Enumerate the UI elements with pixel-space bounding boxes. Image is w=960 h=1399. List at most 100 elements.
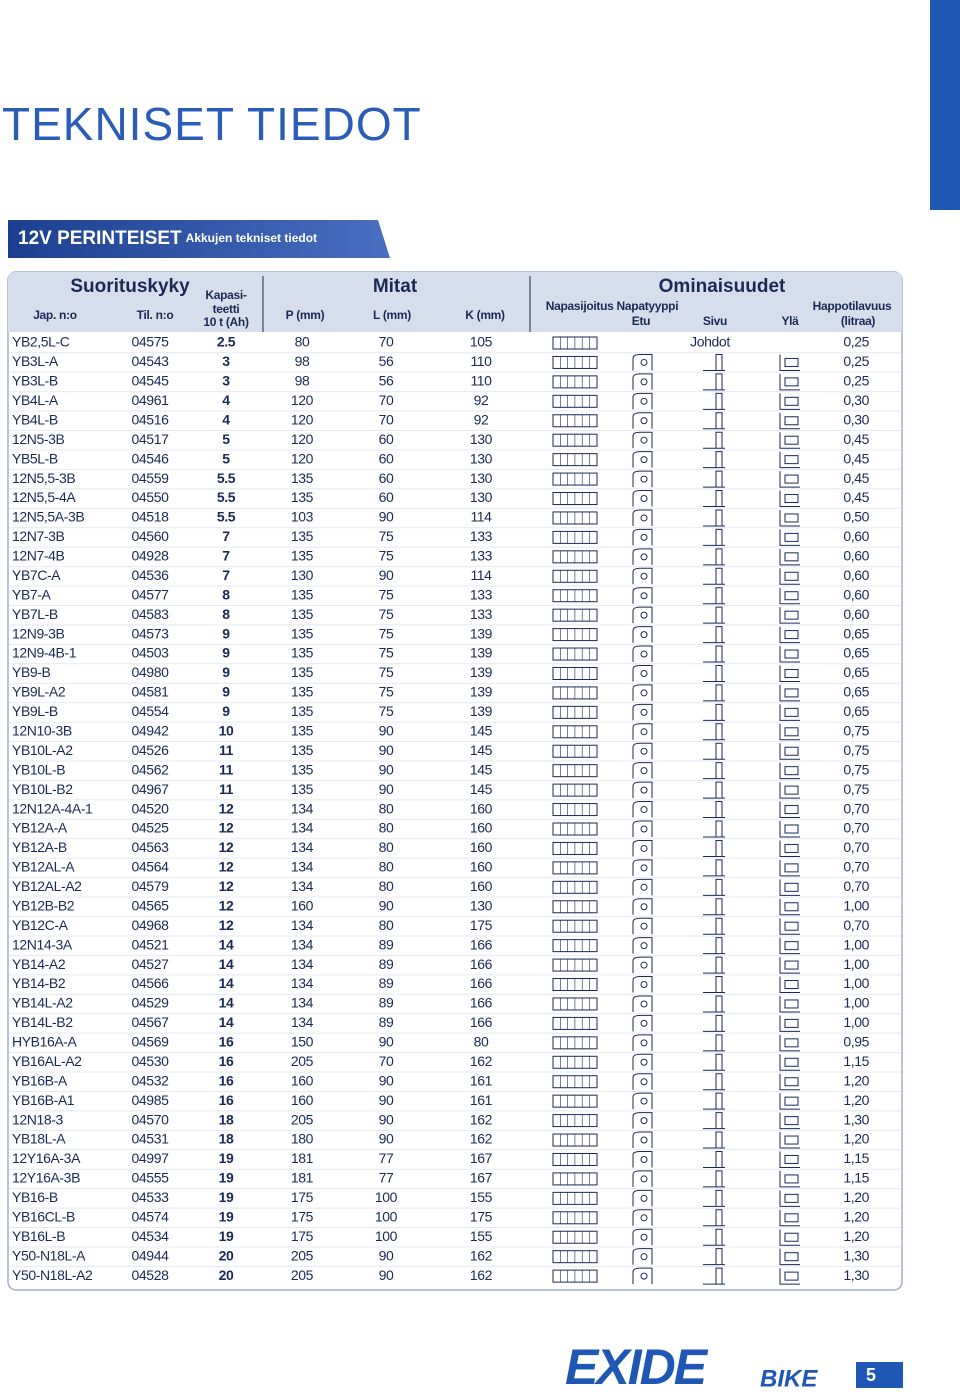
length-p: 134 — [291, 820, 314, 836]
terminal-type-front — [632, 898, 653, 915]
width-l: 80 — [379, 878, 394, 894]
length-p: 135 — [291, 703, 314, 719]
length-p: 135 — [291, 781, 314, 797]
acid-volume: 0,65 — [843, 684, 869, 700]
terminal-type-front — [640, 844, 648, 852]
terminal-type-front — [632, 1112, 653, 1129]
terminal-type-top — [779, 995, 800, 1013]
capacity: 9 — [222, 664, 230, 680]
length-p: 135 — [291, 625, 314, 641]
jap-no: YB14L-B2 — [12, 1014, 73, 1030]
capacity: 12 — [219, 800, 234, 816]
jap-no: YB10L-B — [12, 761, 65, 777]
jap-no: YB12AL-A — [12, 859, 75, 875]
width-l: 60 — [379, 489, 394, 505]
terminal-type-top — [784, 571, 799, 581]
jap-no: 12N9-4B-1 — [12, 645, 77, 661]
acid-volume: 1,20 — [843, 1189, 869, 1205]
terminal-type-top — [784, 435, 799, 445]
width-l: 70 — [379, 334, 394, 350]
terminal-type-front — [640, 456, 648, 464]
til-no: 04565 — [132, 897, 170, 913]
capacity: 16 — [219, 1053, 234, 1069]
acid-volume: 1,00 — [843, 897, 869, 913]
terminal-type-side — [703, 723, 725, 741]
terminal-type-top — [784, 610, 799, 620]
width-l: 70 — [379, 411, 394, 427]
length-p: 134 — [291, 800, 314, 816]
length-p: 134 — [291, 859, 314, 875]
terminal-type-top — [784, 863, 799, 873]
terminal-type-side — [703, 1189, 725, 1207]
length-p: 135 — [291, 586, 314, 602]
height-k: 162 — [470, 1053, 493, 1069]
height-k: 139 — [470, 703, 493, 719]
terminal-type-top — [779, 723, 800, 741]
til-no: 04562 — [132, 761, 170, 777]
acid-volume: 1,00 — [843, 956, 869, 972]
height-k: 139 — [470, 625, 493, 641]
length-p: 150 — [291, 1034, 314, 1050]
height-k: 114 — [470, 509, 492, 525]
til-no: 04521 — [132, 936, 170, 952]
til-no: 04528 — [132, 1267, 170, 1283]
terminal-type-front — [640, 669, 648, 677]
page-number-box — [856, 1362, 903, 1388]
terminal-type-front — [632, 509, 653, 526]
terminal-type-side — [703, 859, 725, 877]
til-no: 04997 — [132, 1150, 170, 1166]
jap-no: YB2,5L-C — [12, 334, 70, 350]
side-bar — [930, 0, 960, 210]
length-p: 130 — [291, 567, 314, 583]
terminal-type-front — [632, 606, 653, 624]
height-k: 155 — [470, 1228, 493, 1244]
terminal-type-side — [703, 1092, 725, 1110]
terminal-type-front — [632, 1189, 653, 1207]
terminal-type-top — [779, 976, 800, 994]
width-l: 100 — [375, 1228, 398, 1244]
width-l: 89 — [379, 936, 394, 952]
jap-no: YB12B-B2 — [12, 897, 75, 913]
capacity: 16 — [219, 1034, 234, 1050]
til-no: 04985 — [132, 1092, 170, 1108]
acid-volume: 0,70 — [843, 839, 869, 855]
terminal-type-top — [784, 1116, 799, 1126]
terminal-type-side — [703, 956, 725, 974]
til-no: 04573 — [132, 625, 170, 641]
terminal-type-front — [640, 514, 648, 522]
height-k: 166 — [470, 936, 493, 952]
terminal-type-top — [779, 840, 800, 857]
width-l: 90 — [379, 509, 394, 525]
terminal-type-top — [784, 455, 799, 465]
terminal-type-top — [784, 805, 799, 815]
acid-volume: 0,60 — [843, 567, 869, 583]
width-l: 60 — [379, 470, 394, 486]
terminal-type-top — [779, 509, 800, 527]
jap-no: YB16B-A1 — [12, 1092, 75, 1108]
terminal-type-top — [779, 354, 800, 371]
terminal-type-top — [779, 432, 800, 449]
capacity: 20 — [219, 1267, 234, 1283]
terminal-type-front — [632, 859, 653, 876]
terminal-type-side — [703, 664, 725, 682]
length-p: 103 — [291, 509, 314, 525]
height-k: 162 — [470, 1247, 493, 1263]
length-p: 135 — [291, 548, 314, 564]
width-l: 90 — [379, 1034, 394, 1050]
terminal-type-top — [779, 373, 800, 391]
terminal-type-side — [703, 470, 725, 488]
til-no: 04577 — [132, 586, 170, 602]
terminal-type-top — [779, 451, 800, 469]
length-p: 135 — [291, 684, 314, 700]
height-k: 80 — [474, 1034, 489, 1050]
til-no: 04529 — [132, 995, 170, 1011]
terminal-type-top — [779, 490, 800, 508]
acid-volume: 0,25 — [843, 334, 869, 350]
height-k: 130 — [470, 450, 493, 466]
height-k: 160 — [470, 878, 493, 894]
width-l: 80 — [379, 859, 394, 875]
terminal-type-side — [703, 509, 725, 527]
length-p: 134 — [291, 878, 314, 894]
terminal-type-top — [784, 746, 799, 756]
length-p: 135 — [291, 470, 314, 486]
